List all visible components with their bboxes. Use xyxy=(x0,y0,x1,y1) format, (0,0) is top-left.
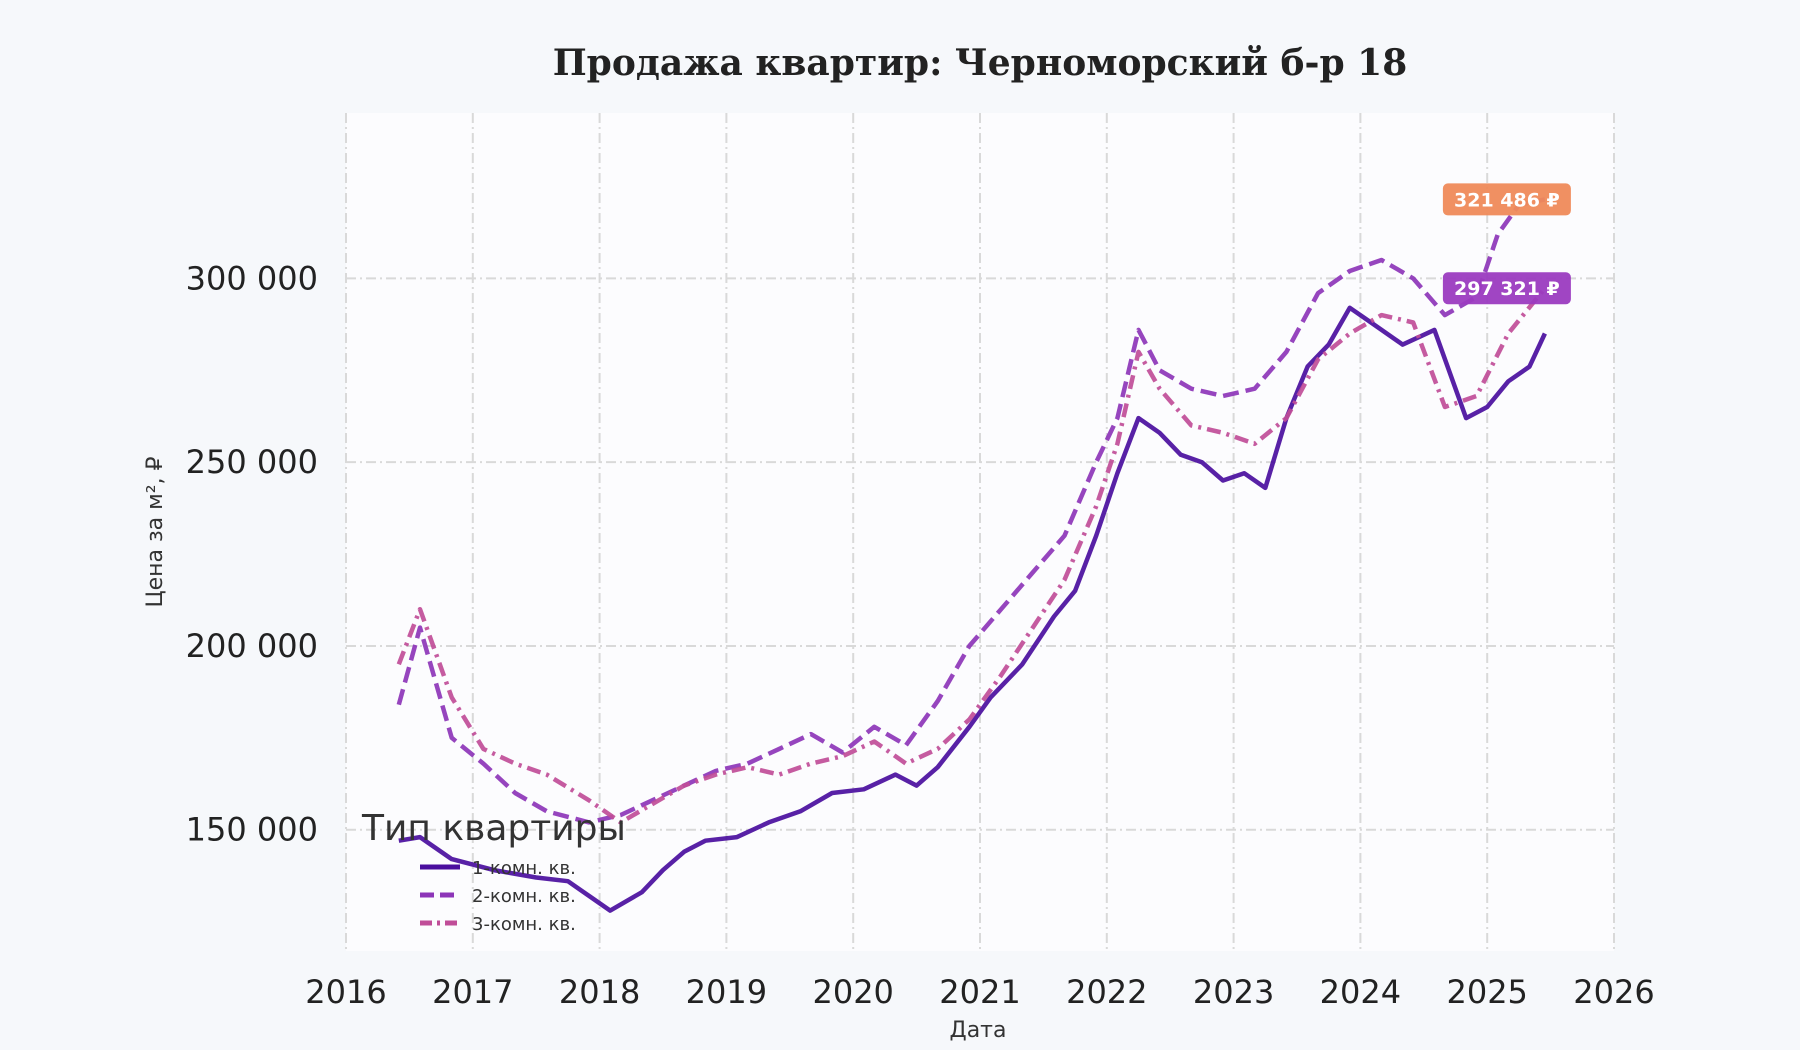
x-tick-label: 2016 xyxy=(305,973,386,1011)
series-layer xyxy=(396,197,1547,913)
legend-item-3: 3-комн. кв. xyxy=(420,914,576,935)
x-axis-label: Дата xyxy=(950,1018,1007,1043)
x-tick-label: 2022 xyxy=(1066,973,1147,1011)
end-label-box xyxy=(1442,183,1571,216)
legend-label-3: 3-комн. кв. xyxy=(472,914,576,935)
legend: Тип квартиры 1-комн. кв. 2-комн. кв. 3-к… xyxy=(361,808,626,935)
end-label-1: 321 486 ₽ xyxy=(1442,183,1571,216)
legend-item-1: 1-комн. кв. xyxy=(420,858,576,879)
grid xyxy=(345,113,1615,951)
series-line-2 xyxy=(396,197,1546,825)
end-label-text: 321 486 ₽ xyxy=(1454,189,1560,211)
y-tick-labels: 150 000 200 000 250 000 300 000 xyxy=(186,259,318,848)
y-tick-label: 250 000 xyxy=(186,443,318,481)
legend-item-2: 2-комн. кв. xyxy=(420,886,576,907)
y-tick-label: 300 000 xyxy=(186,259,318,297)
end-label-2: 297 321 ₽ xyxy=(1442,272,1571,305)
plot-background xyxy=(346,113,1614,951)
x-tick-label: 2023 xyxy=(1193,973,1274,1011)
series-line-1 xyxy=(398,305,1547,913)
x-tick-label: 2018 xyxy=(559,973,640,1011)
y-tick-label: 200 000 xyxy=(186,627,318,665)
end-labels: 321 486 ₽ 297 321 ₽ xyxy=(1442,183,1571,305)
x-tick-label: 2025 xyxy=(1446,973,1527,1011)
x-tick-label: 2017 xyxy=(432,973,513,1011)
chart-title: Продажа квартир: Черноморский б-р 18 xyxy=(553,42,1408,84)
x-tick-label: 2026 xyxy=(1573,973,1654,1011)
y-tick-label: 150 000 xyxy=(186,811,318,849)
y-axis-label: Цена за м², ₽ xyxy=(143,456,168,607)
x-tick-label: 2021 xyxy=(939,973,1020,1011)
legend-title: Тип квартиры xyxy=(361,808,626,849)
x-tick-label: 2024 xyxy=(1320,973,1401,1011)
x-tick-label: 2019 xyxy=(686,973,767,1011)
series-line-3 xyxy=(396,286,1547,825)
legend-label-1: 1-комн. кв. xyxy=(472,858,576,879)
legend-label-2: 2-комн. кв. xyxy=(472,886,576,907)
end-label-box xyxy=(1442,272,1571,305)
end-label-text: 297 321 ₽ xyxy=(1454,278,1560,300)
x-tick-labels: 2016 2017 2018 2019 2020 2021 2022 2023 2024 2025… xyxy=(305,973,1654,1011)
x-tick-label: 2020 xyxy=(812,973,893,1011)
